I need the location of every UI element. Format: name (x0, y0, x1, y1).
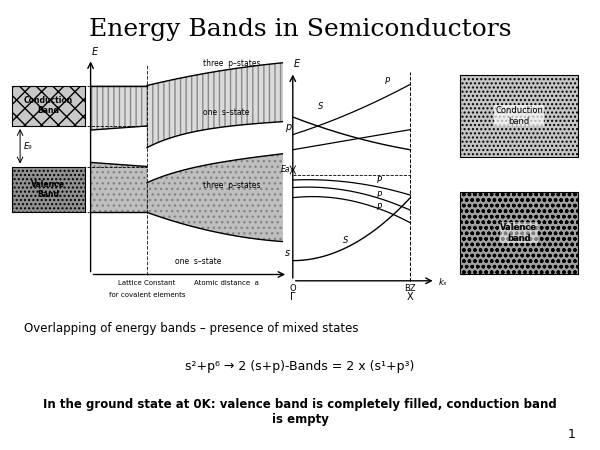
Text: for covalent elements: for covalent elements (109, 292, 185, 298)
Text: E: E (92, 47, 98, 57)
Text: X: X (407, 292, 414, 302)
Bar (11, 166, 85, 212)
Text: BZ: BZ (404, 284, 416, 293)
Text: Atomic distance  a: Atomic distance a (194, 280, 259, 286)
Text: S: S (318, 103, 323, 112)
Text: O: O (289, 284, 296, 293)
Text: Overlapping of energy bands – presence of mixed states: Overlapping of energy bands – presence o… (24, 322, 359, 335)
Text: P: P (385, 77, 390, 86)
Text: Lattice Constant: Lattice Constant (118, 280, 176, 286)
Text: In the ground state at 0K: valence band is completely filled, conduction band
is: In the ground state at 0K: valence band … (43, 398, 557, 426)
Text: s²+p⁶ → 2 (s+p)-Bands = 2 x (s¹+p³): s²+p⁶ → 2 (s+p)-Bands = 2 x (s¹+p³) (185, 360, 415, 373)
Bar (11, 86, 85, 126)
Text: s: s (285, 248, 290, 258)
Text: one  s–state: one s–state (203, 108, 250, 117)
Text: E₉: E₉ (23, 142, 32, 151)
Bar (460, 192, 578, 274)
Text: Energy Bands in Semiconductors: Energy Bands in Semiconductors (89, 18, 511, 41)
Text: S: S (343, 236, 349, 245)
Text: P: P (377, 191, 382, 200)
Text: Valence
Band: Valence Band (31, 180, 65, 199)
Text: Ea: Ea (281, 166, 290, 175)
Text: p: p (285, 122, 292, 132)
Text: P: P (377, 176, 382, 184)
Text: 1: 1 (568, 428, 576, 441)
Text: Valence
band: Valence band (500, 223, 538, 243)
Text: E: E (293, 59, 300, 69)
Text: Conduction
Band: Conduction Band (23, 96, 73, 116)
Text: Γ: Γ (290, 292, 296, 302)
Text: Conduction
band: Conduction band (495, 106, 543, 126)
Text: one  s–state: one s–state (175, 256, 221, 266)
Text: kₓ: kₓ (439, 278, 448, 287)
Text: P: P (377, 203, 382, 212)
Text: three  p–states: three p–states (203, 59, 261, 68)
Bar (460, 75, 578, 157)
Text: three  p–states: three p–states (203, 181, 261, 190)
